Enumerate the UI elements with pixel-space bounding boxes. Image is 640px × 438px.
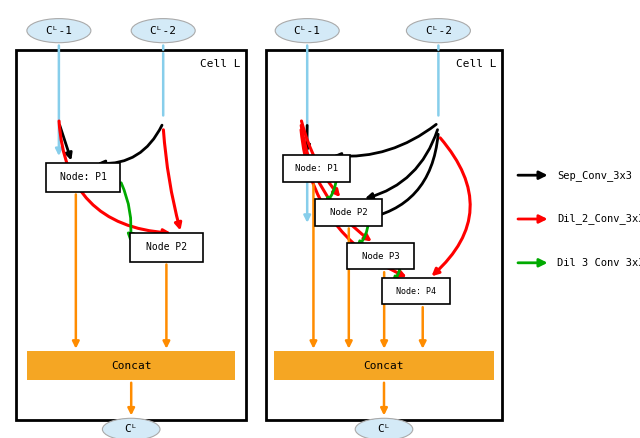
Text: Node: P1: Node: P1 xyxy=(60,173,107,182)
Ellipse shape xyxy=(27,18,91,43)
Text: Node: P4: Node: P4 xyxy=(396,287,436,296)
FancyBboxPatch shape xyxy=(16,50,246,420)
Text: Dil 3 Conv 3x3: Dil 3 Conv 3x3 xyxy=(557,258,640,268)
Text: Cᴸ-2: Cᴸ-2 xyxy=(425,26,452,35)
Text: Concat: Concat xyxy=(111,361,152,371)
FancyBboxPatch shape xyxy=(47,163,120,192)
Ellipse shape xyxy=(275,18,339,43)
Text: Cell L: Cell L xyxy=(456,59,496,69)
Text: Cᴸ: Cᴸ xyxy=(377,424,391,434)
Text: Node P2: Node P2 xyxy=(146,243,187,252)
Text: Cell L: Cell L xyxy=(200,59,240,69)
FancyBboxPatch shape xyxy=(266,50,502,420)
FancyBboxPatch shape xyxy=(27,351,236,380)
Ellipse shape xyxy=(102,418,160,438)
Text: Cᴸ: Cᴸ xyxy=(124,424,138,434)
Ellipse shape xyxy=(406,18,470,43)
FancyBboxPatch shape xyxy=(130,233,204,262)
FancyBboxPatch shape xyxy=(283,155,351,182)
Text: Dil_2_Conv_3x3: Dil_2_Conv_3x3 xyxy=(557,214,640,224)
Text: Node P3: Node P3 xyxy=(362,252,399,261)
Text: Cᴸ-2: Cᴸ-2 xyxy=(150,26,177,35)
Text: Node: P1: Node: P1 xyxy=(295,164,339,173)
Text: Sep_Conv_3x3: Sep_Conv_3x3 xyxy=(557,170,632,180)
Text: Concat: Concat xyxy=(364,361,404,371)
Text: Node P2: Node P2 xyxy=(330,208,367,217)
FancyBboxPatch shape xyxy=(316,199,383,226)
Ellipse shape xyxy=(131,18,195,43)
FancyBboxPatch shape xyxy=(383,278,450,304)
Ellipse shape xyxy=(355,418,413,438)
Text: Cᴸ-1: Cᴸ-1 xyxy=(294,26,321,35)
FancyBboxPatch shape xyxy=(347,243,415,269)
FancyBboxPatch shape xyxy=(274,351,494,380)
Text: Cᴸ-1: Cᴸ-1 xyxy=(45,26,72,35)
